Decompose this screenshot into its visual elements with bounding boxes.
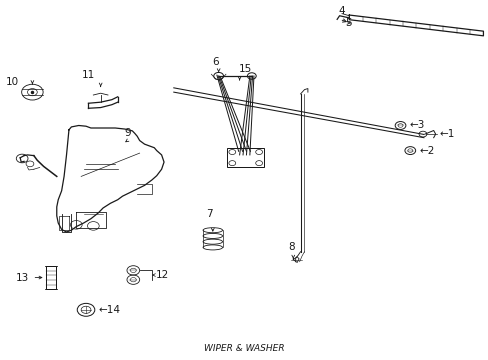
Text: ←14: ←14: [98, 305, 120, 315]
Text: 4: 4: [338, 6, 345, 17]
Text: WIPER & WASHER: WIPER & WASHER: [204, 344, 284, 353]
Text: 10: 10: [6, 77, 19, 87]
Text: ←1: ←1: [439, 129, 454, 139]
Text: 12: 12: [156, 270, 169, 280]
Text: 7: 7: [205, 209, 212, 219]
Text: 13: 13: [16, 273, 29, 283]
Text: 8: 8: [287, 242, 294, 252]
Text: 11: 11: [81, 69, 95, 80]
Text: ←3: ←3: [408, 121, 424, 130]
Bar: [227, 148, 264, 167]
Text: 6: 6: [211, 57, 218, 67]
Text: 15: 15: [238, 64, 251, 74]
Text: ←2: ←2: [418, 145, 433, 156]
Bar: [45, 266, 56, 289]
Text: 9: 9: [124, 128, 131, 138]
Text: 5: 5: [344, 18, 351, 28]
